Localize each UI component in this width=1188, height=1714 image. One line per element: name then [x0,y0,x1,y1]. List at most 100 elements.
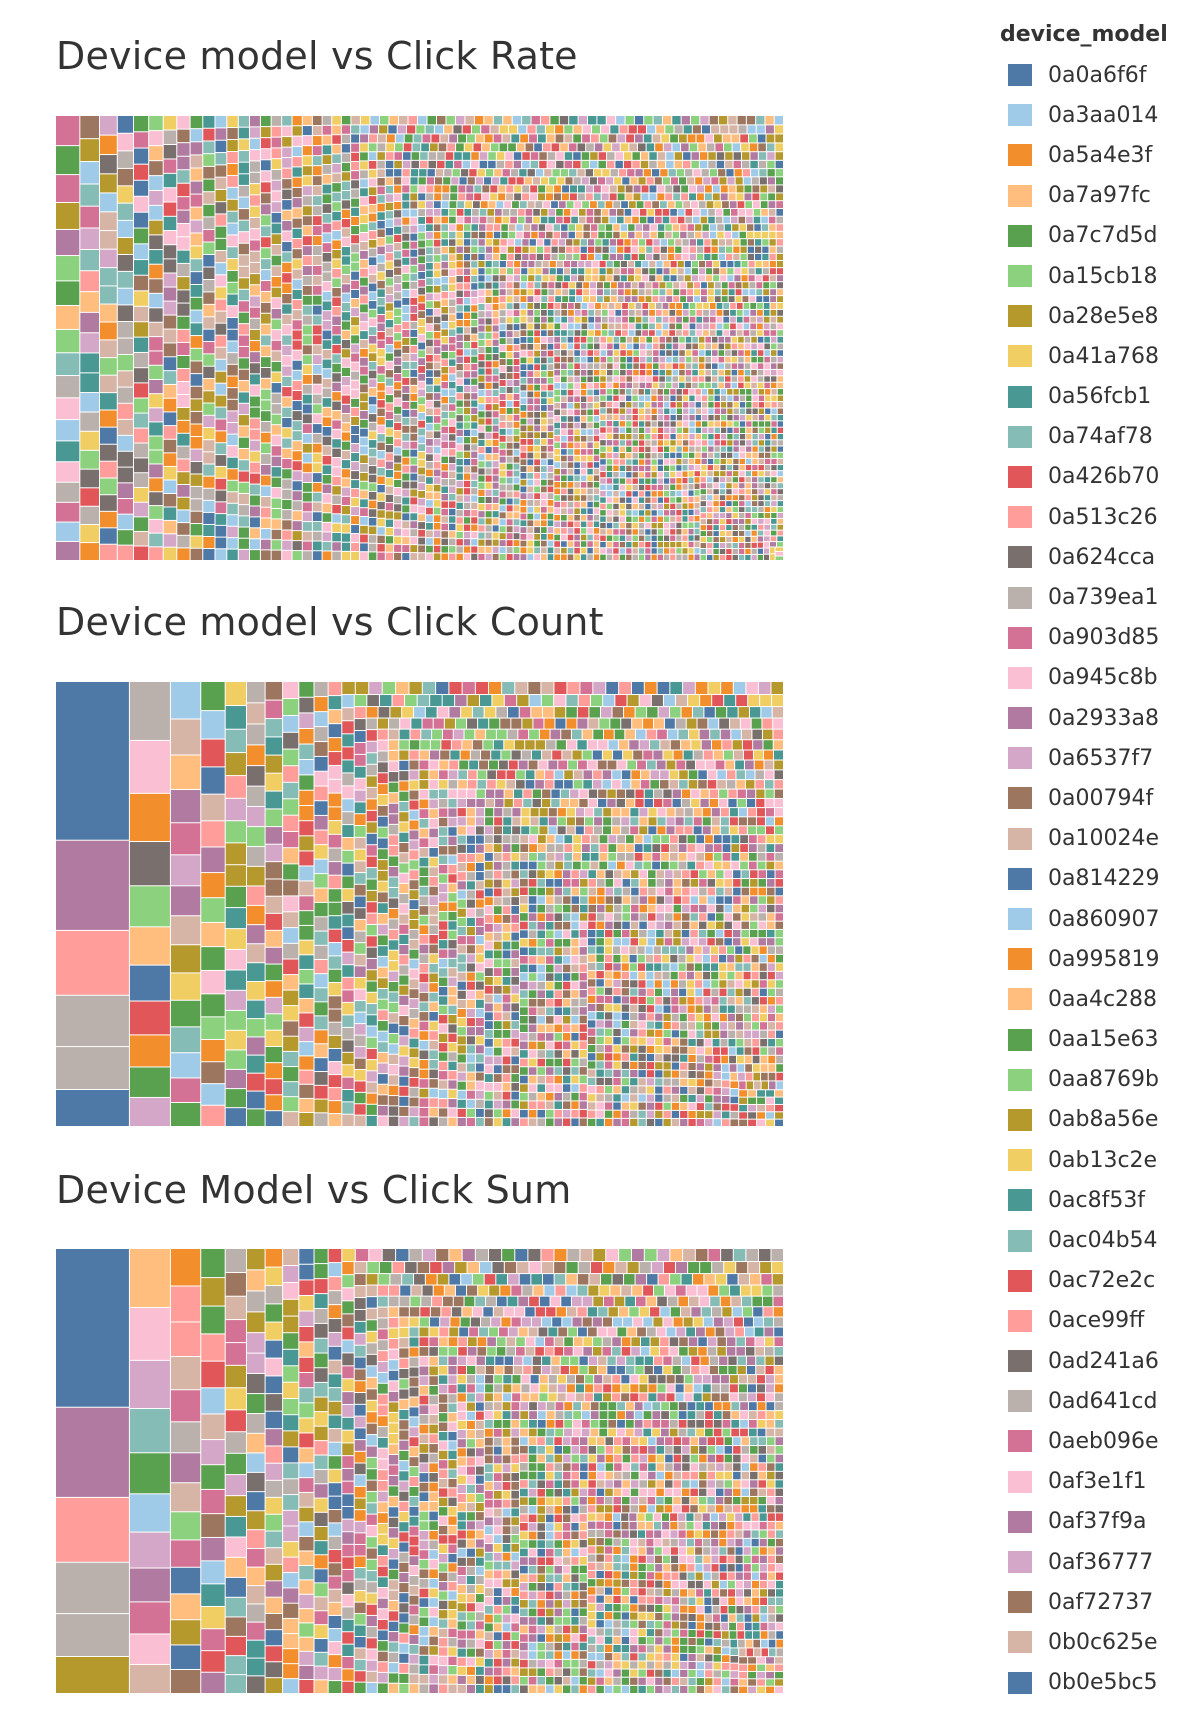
treemap-cell[interactable] [455,695,467,707]
treemap-cell[interactable] [727,421,733,427]
treemap-cell[interactable] [645,434,651,440]
treemap-cell[interactable] [458,185,466,193]
treemap-cell[interactable] [758,152,767,160]
treemap-cell[interactable] [282,459,292,469]
treemap-cell[interactable] [593,495,600,501]
treemap-cell[interactable] [215,263,227,275]
treemap-cell[interactable] [626,465,632,472]
treemap-cell[interactable] [775,160,783,169]
treemap-cell[interactable] [682,303,689,309]
treemap-cell[interactable] [522,152,530,160]
treemap-cell[interactable] [695,434,701,440]
treemap-cell[interactable] [441,434,449,441]
treemap-cell[interactable] [688,509,694,516]
treemap-cell[interactable] [585,185,593,193]
treemap-cell[interactable] [478,354,485,361]
treemap-cell[interactable] [410,241,418,249]
treemap-cell[interactable] [677,268,684,275]
treemap-cell[interactable] [402,305,410,313]
treemap-cell[interactable] [100,375,117,393]
treemap-cell[interactable] [664,402,670,408]
treemap-cell[interactable] [670,535,676,541]
treemap-cell[interactable] [249,374,260,385]
treemap-cell[interactable] [515,682,528,695]
treemap-cell[interactable] [283,912,299,928]
treemap-cell[interactable] [342,1077,354,1090]
treemap-cell[interactable] [677,208,685,216]
treemap-cell[interactable] [100,304,117,322]
treemap-cell[interactable] [694,554,700,560]
treemap-cell[interactable] [626,343,633,350]
treemap-cell[interactable] [593,488,600,495]
treemap-cell[interactable] [670,471,676,478]
treemap-cell[interactable] [402,329,410,337]
treemap-cell[interactable] [215,116,227,128]
treemap-cell[interactable] [170,945,201,973]
treemap-cell[interactable] [149,116,163,131]
treemap-cell[interactable] [764,501,771,507]
treemap-cell[interactable] [377,212,385,220]
treemap-cell[interactable] [580,350,587,356]
treemap-cell[interactable] [580,534,587,541]
treemap-cell[interactable] [613,516,619,522]
treemap-cell[interactable] [546,134,555,143]
treemap-cell[interactable] [506,547,513,554]
treemap-cell[interactable] [714,282,721,289]
treemap-cell[interactable] [351,543,360,552]
treemap-cell[interactable] [190,449,203,461]
treemap-cell[interactable] [342,708,354,721]
treemap-cell[interactable] [411,152,420,160]
treemap-cell[interactable] [302,355,312,365]
treemap-cell[interactable] [426,270,433,278]
treemap-cell[interactable] [271,383,282,393]
treemap-cell[interactable] [203,217,215,229]
treemap-cell[interactable] [508,707,519,718]
treemap-cell[interactable] [768,216,776,224]
treemap-cell[interactable] [482,143,490,152]
treemap-cell[interactable] [302,126,312,136]
treemap-cell[interactable] [377,169,385,178]
treemap-cell[interactable] [594,143,603,152]
treemap-cell[interactable] [149,322,163,337]
treemap-cell[interactable] [299,940,314,955]
treemap-cell[interactable] [394,512,402,520]
treemap-cell[interactable] [674,160,683,169]
treemap-cell[interactable] [600,433,606,440]
treemap-cell[interactable] [418,553,426,560]
treemap-cell[interactable] [718,336,725,343]
treemap-cell[interactable] [474,185,482,193]
treemap-cell[interactable] [683,160,691,169]
treemap-cell[interactable] [768,208,776,216]
treemap-cell[interactable] [322,155,332,165]
treemap-cell[interactable] [713,501,719,507]
treemap-cell[interactable] [574,383,580,389]
treemap-cell[interactable] [354,1104,366,1115]
treemap-cell[interactable] [580,363,587,370]
treemap-cell[interactable] [433,385,441,393]
treemap-cell[interactable] [603,695,615,707]
treemap-cell[interactable] [341,321,351,330]
treemap-cell[interactable] [666,152,674,160]
treemap-cell[interactable] [366,1026,377,1037]
treemap-cell[interactable] [771,414,777,421]
treemap-cell[interactable] [638,548,645,554]
treemap-cell[interactable] [520,350,527,357]
treemap-cell[interactable] [764,530,770,536]
treemap-cell[interactable] [697,246,704,253]
treemap-cell[interactable] [299,1084,314,1098]
treemap-cell[interactable] [682,535,688,541]
treemap-cell[interactable] [569,282,576,289]
treemap-cell[interactable] [670,452,676,459]
treemap-cell[interactable] [271,298,282,308]
treemap-cell[interactable] [133,473,149,488]
treemap-cell[interactable] [694,282,701,289]
treemap-cell[interactable] [360,143,368,152]
treemap-cell[interactable] [177,472,190,484]
treemap-cell[interactable] [513,160,522,169]
treemap-cell[interactable] [651,478,657,484]
treemap-cell[interactable] [149,279,163,293]
treemap-cell[interactable] [500,246,507,253]
treemap-cell[interactable] [628,303,635,309]
treemap-cell[interactable] [282,314,292,325]
treemap-cell[interactable] [561,429,567,435]
